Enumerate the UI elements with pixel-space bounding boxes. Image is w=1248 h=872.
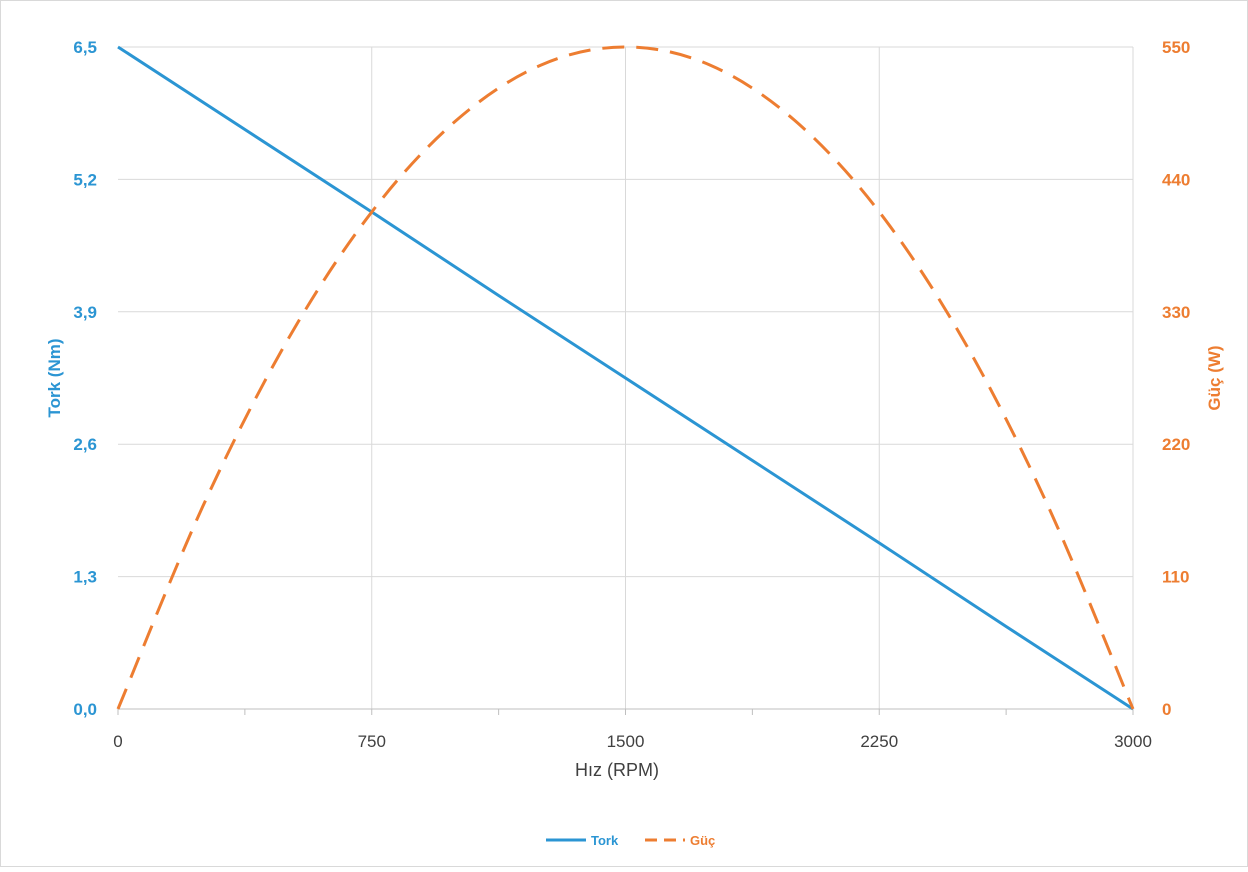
x-tick-label: 750 (358, 732, 386, 751)
y-tick-label-right: 550 (1162, 38, 1190, 57)
y-tick-label-right: 330 (1162, 303, 1190, 322)
y-tick-label-left: 1,3 (73, 568, 97, 587)
series-line-tork (117, 45, 1134, 711)
y-tick-label-left: 3,9 (73, 303, 97, 322)
legend: Tork Güç (546, 833, 715, 848)
x-axis-title: Hız (RPM) (575, 760, 659, 780)
x-tick-label: 3000 (1114, 732, 1152, 751)
y-tick-label-right: 0 (1162, 700, 1171, 719)
x-tick-label: 2250 (860, 732, 898, 751)
y-tick-label-left: 5,2 (73, 170, 97, 189)
series (116, 45, 1135, 711)
axes (117, 708, 1134, 715)
x-tick-label: 0 (113, 732, 122, 751)
y-tick-label-right: 440 (1162, 170, 1190, 189)
legend-label-guc: Güç (690, 833, 715, 848)
y-axis-title-right: Güç (W) (1205, 345, 1224, 410)
y-tick-label-left: 0,0 (73, 700, 97, 719)
y-axis-title-left: Tork (Nm) (45, 338, 64, 417)
gridlines (118, 46, 1134, 709)
y-tick-label-right: 110 (1162, 568, 1189, 587)
tick-labels: 0,0 1,3 2,6 3,9 5,2 6,5 0 110 220 330 440 550 0 750 15… (73, 38, 1190, 751)
y-tick-label-right: 220 (1162, 435, 1190, 454)
x-tick-label: 1500 (607, 732, 645, 751)
y-tick-label-left: 6,5 (73, 38, 97, 57)
series-line-guc (116, 45, 1135, 710)
y-tick-label-left: 2,6 (73, 435, 97, 454)
legend-label-tork: Tork (591, 833, 619, 848)
